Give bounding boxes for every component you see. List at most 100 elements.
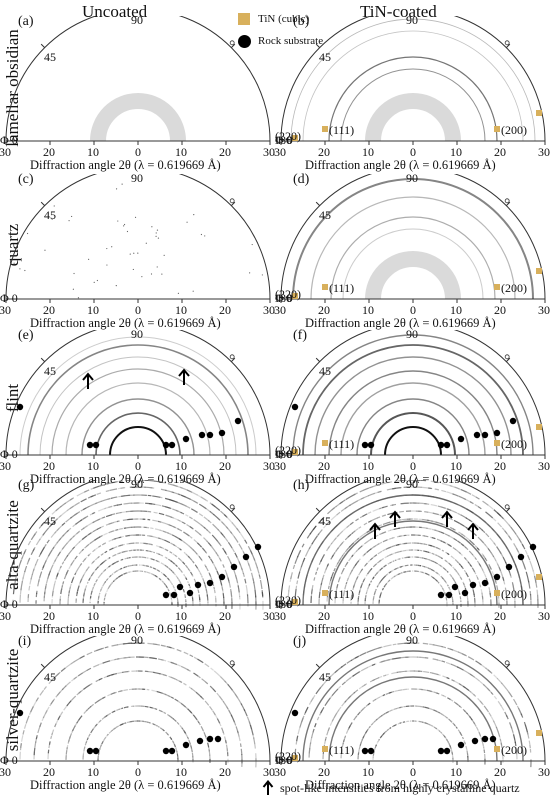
diffraction-spot [120,535,124,538]
diffraction-spot [156,552,161,556]
x-tick-label: 30 [263,145,275,159]
diffraction-spot [146,565,150,568]
diffraction-spot [444,580,447,584]
diffraction-spot [22,730,25,735]
speckle [156,266,158,268]
diffraction-spot [250,572,255,582]
diffraction-spot [443,578,447,583]
tick-135 [505,201,511,207]
diffraction-spot [120,487,126,489]
diffraction-ring [27,344,249,456]
phi-90-label: 90 [131,633,143,647]
diffraction-spot [126,526,132,529]
diffraction-spot [111,672,118,676]
diffraction-spot [77,585,80,591]
x-tick-label: 0 [135,459,141,473]
diffraction-spot [96,526,102,530]
diffraction-spot [153,511,158,514]
diffraction-spot [442,567,446,571]
diffraction-spot [211,503,221,511]
diffraction-spot [514,741,517,747]
diffraction-spot [87,566,90,569]
diffraction-spot [454,582,457,585]
diffraction-spot [96,578,99,581]
crystalline-spot-arrow-icon [441,510,453,527]
diffraction-spot [488,712,492,717]
diffraction-spot [31,568,35,575]
diffraction-spot [112,545,118,549]
diffraction-spot [428,559,431,561]
diffraction-spot [192,560,195,564]
tick-45 [40,663,46,669]
diffraction-spot [93,664,100,668]
diffraction-spot [106,589,109,591]
speckle [141,276,143,278]
rock-substrate-dot [186,589,194,597]
diffraction-spot [440,694,444,697]
diffraction-spot [310,694,316,703]
diffraction-spot [372,698,377,702]
diffraction-spot [354,655,360,659]
diffraction-spot [438,530,445,535]
diffraction-spot [395,573,399,577]
diffraction-spot [30,706,34,713]
diffraction-spot [465,687,472,693]
diffraction-spot [358,748,360,753]
diffraction-spot [205,565,209,572]
diffraction-spot [427,551,431,554]
phi-0-label: Φ 0 [275,753,293,767]
diffraction-spot [441,549,445,552]
diffraction-spot [38,577,41,582]
diffraction-spot [446,676,450,680]
diffraction-spot [69,583,72,587]
diffraction-spot [78,548,84,555]
rock-substrate-dot [92,747,100,755]
diffraction-spot [493,674,499,680]
diffraction-spot [177,700,182,704]
diffraction-spot [89,682,93,686]
angle-marker-icon [504,660,510,666]
tick-45 [315,201,321,207]
diffraction-spot [42,543,47,550]
x-tick-label: 10 [362,765,374,779]
tin-marker [292,449,298,455]
diffraction-spot [461,653,468,657]
rock-substrate-dot [451,583,459,591]
legend-item-rock: Rock substrate [238,30,323,52]
phi-90-label: 90 [406,477,418,491]
diffraction-spot [463,740,466,745]
diffraction-spot [123,502,133,505]
speckle [155,232,157,234]
rock-substrate-dot [367,441,375,449]
diffraction-spot [436,659,441,662]
speckle [249,272,251,274]
rock-substrate-dot [361,747,369,755]
diffraction-spot [459,523,468,529]
x-tick-label: 20 [219,765,231,779]
diffraction-spot [189,586,191,589]
diffraction-spot [155,503,162,507]
tin-peak-label: (220) [275,287,301,301]
diffraction-spot [377,490,382,494]
diffraction-spot [50,698,56,705]
diffraction-spot [450,748,453,752]
diffraction-spot [93,582,96,586]
diffraction-spot [103,738,106,741]
diffraction-spot [381,566,384,570]
diffraction-spot [353,689,359,694]
diffraction-spot [147,550,151,553]
x-tick-label: 30 [263,765,275,779]
diffraction-spot [459,552,463,556]
x-axis-label: Diffraction angle 2θ (λ = 0.619669 Å) [30,472,221,486]
tin-peak-label: (111) [329,123,355,137]
diffraction-spot [190,747,193,753]
diffraction-spot [326,546,331,552]
diffraction-spot [108,565,112,568]
diffraction-spot [85,708,90,712]
diffraction-spot [436,547,440,550]
diffraction-spot [98,535,103,538]
diffraction-spot [198,513,204,517]
diffraction-spot [218,557,222,562]
diffraction-spot [118,536,122,539]
diffraction-spot [382,674,387,677]
